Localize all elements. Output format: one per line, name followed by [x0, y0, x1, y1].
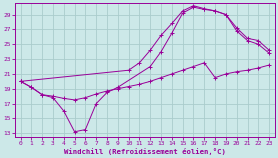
X-axis label: Windchill (Refroidissement éolien,°C): Windchill (Refroidissement éolien,°C) — [64, 148, 226, 155]
